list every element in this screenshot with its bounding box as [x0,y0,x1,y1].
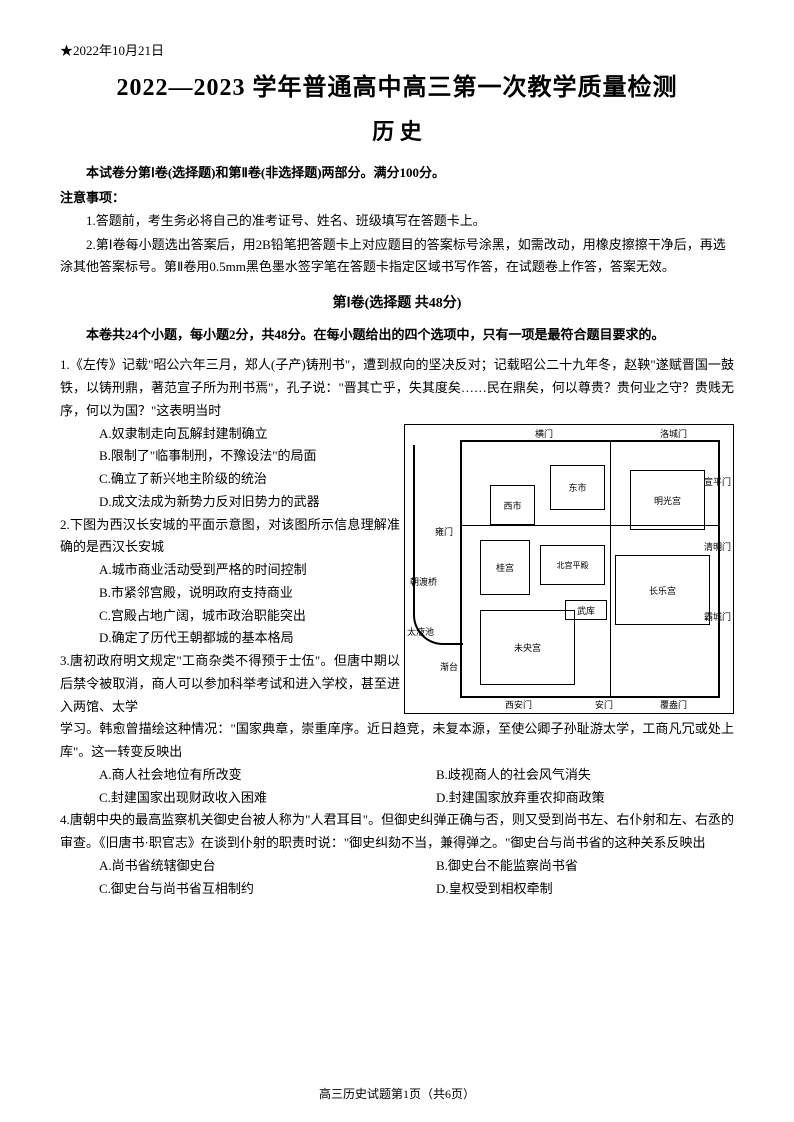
map-xuanping: 宣平门 [704,475,731,488]
notice-item-1: 1.答题前，考生务必将自己的准考证号、姓名、班级填写在答题卡上。 [60,210,734,232]
q3-option-a: A.商人社会地位有所改变 [60,764,397,787]
map-bacheng: 霸城门 [704,610,731,623]
map-label-hengmen: 横门 [535,427,553,440]
notice-heading: 注意事项： [60,187,734,206]
notice-item-2: 2.第Ⅰ卷每小题选出答案后，用2B铅笔把答题卡上对应题目的答案标号涂黑，如需改动… [60,234,734,278]
map-mingguang: 明光宫 [630,470,705,530]
map-east-market: 东市 [550,465,605,510]
q4-text: 4.唐朝中央的最高监察机关御史台被人称为"人君耳目"。但御史纠弹正确与否，则又受… [60,809,734,855]
subtitle: 历 史 [60,114,734,146]
q3-option-b: B.歧视商人的社会风气消失 [397,764,734,787]
map-west-market: 西市 [490,485,535,525]
q4-option-b: B.御史台不能监察尚书省 [397,855,734,878]
q2-option-a: A.城市商业活动受到严格的时间控制 [60,559,400,582]
q2-option-d: D.确定了历代王朝都城的基本格局 [60,627,400,650]
section-1-header: 第Ⅰ卷(选择题 共48分) [60,292,734,312]
q1-option-b: B.限制了"临事制刑，不豫设法"的局面 [60,445,400,468]
q2-option-b: B.市紧邻宫殿，说明政府支持商业 [60,582,400,605]
map-diagram: 横门 洛城门 朝渡桥 太液池 西市 东市 明光宫 桂宫 北宫平殿 长乐宫 武库 … [404,424,734,714]
q1-option-a: A.奴隶制走向瓦解封建制确立 [60,423,400,446]
q3-text-part2: 学习。韩愈曾描绘这种情况："国家典章，崇重庠序。近日趋竞，未复本源，至使公卿子孙… [60,718,734,764]
map-guigong: 桂宫 [480,540,530,595]
q3-option-d: D.封建国家放弃重农抑商政策 [397,787,734,810]
q3-text-part1: 3.唐初政府明文规定"工商杂类不得预于士伍"。但唐中期以后禁令被取消，商人可以参… [60,650,400,718]
q4-option-c: C.御史台与尚书省互相制约 [60,878,397,901]
q4-option-d: D.皇权受到相权牵制 [397,878,734,901]
map-fuang: 覆盎门 [660,698,687,711]
q2-option-c: C.宫殿占地广阔，城市政治职能突出 [60,605,400,628]
map-weiyang: 未央宫 [480,610,575,685]
q1-option-c: C.确立了新兴地主阶级的统治 [60,468,400,491]
map-anmen: 安门 [595,698,613,711]
map-changle: 长乐宫 [615,555,710,625]
map-label-bridge: 朝渡桥 [410,575,437,588]
map-label-pool: 太液池 [407,625,434,638]
q1-option-d: D.成文法成为新势力反对旧势力的武器 [60,491,400,514]
q4-option-a: A.尚书省统辖御史台 [60,855,397,878]
q2-text: 2.下图为西汉长安城的平面示意图，对该图所示信息理解准确的是西汉长安城 [60,514,400,560]
q1-text: 1.《左传》记载"昭公六年三月，郑人(子产)铸刑书"，遭到叔向的坚决反对；记载昭… [60,354,734,422]
main-title: 2022—2023 学年普通高中高三第一次教学质量检测 [60,67,734,102]
map-terrace: 渐台 [440,660,458,673]
map-beigong: 北宫平殿 [540,545,605,585]
content-area: 1.《左传》记载"昭公六年三月，郑人(子产)铸刑书"，遭到叔向的坚决反对；记载昭… [60,354,734,900]
map-xian: 西安门 [505,698,532,711]
date-mark: ★2022年10月21日 [60,40,734,59]
q3-option-c: C.封建国家出现财政收入困难 [60,787,397,810]
map-label-luocheng: 洛城门 [660,427,687,440]
page-footer: 高三历史试题第1页（共6页） [0,1085,794,1102]
map-yongmen: 雍门 [435,525,453,538]
section-1-intro: 本卷共24个小题，每小题2分，共48分。在每小题给出的四个选项中，只有一项是最符… [60,324,734,346]
exam-intro: 本试卷分第Ⅰ卷(选择题)和第Ⅱ卷(非选择题)两部分。满分100分。 [60,162,734,181]
map-qingming: 清明门 [704,540,731,553]
